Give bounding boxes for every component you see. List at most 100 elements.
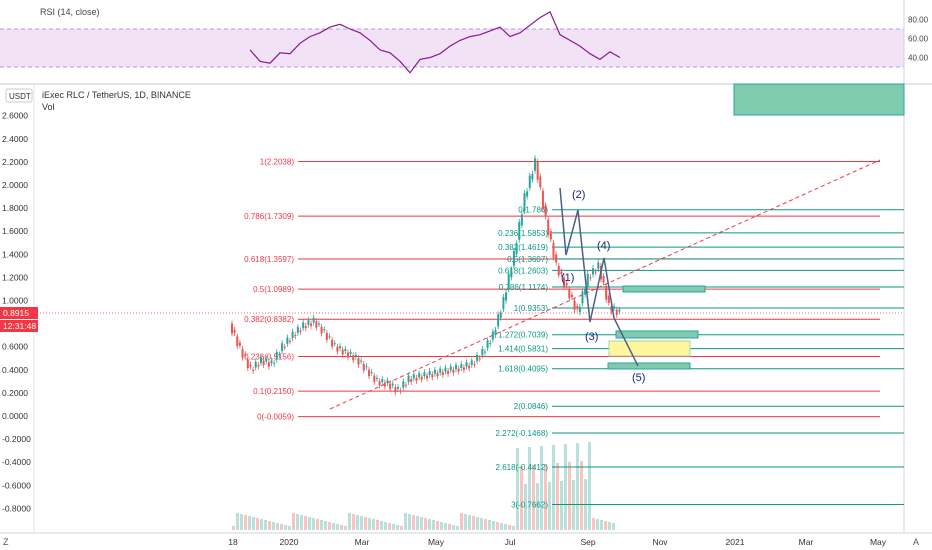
candle-body bbox=[357, 358, 360, 365]
candle-body bbox=[594, 271, 597, 273]
candle-body bbox=[494, 329, 497, 336]
candle-body bbox=[315, 321, 318, 328]
zone-box-yellow[interactable] bbox=[608, 340, 691, 357]
time-x-axis[interactable]: 18 2020 Mar May Jul Sep Nov 2021 Mar May bbox=[228, 537, 887, 547]
zone-box-3[interactable] bbox=[607, 362, 691, 370]
candle-body bbox=[420, 376, 423, 380]
dashed-trendline[interactable] bbox=[329, 159, 881, 410]
candle-body bbox=[254, 361, 257, 368]
volume-bar bbox=[244, 515, 247, 530]
rsi-y-axis: 80.00 60.00 40.00 bbox=[908, 16, 929, 63]
candle-body bbox=[283, 346, 286, 348]
currency-button[interactable] bbox=[5, 88, 33, 103]
auto-scale-button[interactable]: A bbox=[913, 537, 919, 547]
candle-body bbox=[233, 329, 236, 333]
volume-bar bbox=[420, 517, 423, 530]
candle-body bbox=[291, 331, 294, 339]
price-tick-label: 1.2000 bbox=[2, 272, 28, 282]
candle-body bbox=[236, 336, 239, 347]
volume-bar bbox=[596, 519, 599, 530]
volume-bar bbox=[324, 521, 327, 530]
volume-bar bbox=[260, 519, 263, 530]
candle-body bbox=[444, 367, 447, 372]
candle-body bbox=[597, 262, 600, 269]
time-tick-label: May bbox=[428, 537, 445, 547]
candle-body bbox=[560, 271, 563, 274]
candle-body bbox=[252, 369, 255, 371]
candle-body bbox=[310, 323, 313, 326]
volume-bar bbox=[340, 525, 343, 530]
candle-body bbox=[333, 343, 336, 345]
fib-left-label: 0.5(1.0989) bbox=[253, 285, 294, 294]
fib-right-label: 0.5(1.3607) bbox=[507, 255, 548, 264]
volume-bar bbox=[304, 516, 307, 530]
fib-retracement-left[interactable]: 1(2.2038) 0.786(1.7309) 0.618(1.3597) 0.5(1… bbox=[244, 157, 880, 422]
candle-body bbox=[449, 366, 452, 371]
rsi-series-line bbox=[249, 11, 621, 74]
time-tick-label: 18 bbox=[228, 537, 238, 547]
candle-body bbox=[457, 368, 460, 372]
candle-body bbox=[407, 375, 410, 382]
volume-bar bbox=[520, 466, 523, 530]
price-tick-label: 2.6000 bbox=[2, 111, 28, 121]
candle-body bbox=[383, 382, 386, 387]
fib-left-label: 0.382(0.8382) bbox=[244, 315, 294, 324]
fib-right-label: 2.618(-0.4412) bbox=[496, 463, 549, 472]
fib-right-label: 0(1.786) bbox=[518, 206, 548, 215]
price-tick-label: 1.6000 bbox=[2, 226, 28, 236]
time-tick-label: 2020 bbox=[280, 537, 299, 547]
fib-right-label: 0.382(1.4619) bbox=[498, 243, 548, 252]
volume-bar bbox=[480, 518, 483, 530]
candle-body bbox=[528, 175, 531, 188]
candle-body bbox=[410, 379, 413, 382]
candle-body bbox=[428, 370, 431, 375]
log-scale-button[interactable]: Z bbox=[3, 537, 9, 547]
target-box-top-right[interactable] bbox=[733, 83, 905, 116]
candle-body bbox=[312, 317, 315, 323]
price-tick-label: 1.8000 bbox=[2, 203, 28, 213]
volume-bar bbox=[464, 514, 467, 530]
candle-body bbox=[526, 191, 529, 197]
candle-body bbox=[489, 342, 492, 344]
fib-right-label: 1.414(0.5831) bbox=[498, 345, 548, 354]
fib-right-label: 1.272(0.7039) bbox=[498, 331, 548, 340]
candle-body bbox=[565, 283, 568, 286]
candle-body bbox=[394, 387, 397, 393]
volume-bar bbox=[428, 519, 431, 530]
rsi-tick-label: 60.00 bbox=[908, 35, 929, 44]
price-tick-label: -0.4000 bbox=[2, 457, 31, 467]
candle-body bbox=[323, 329, 326, 331]
price-tick-label: 0.2000 bbox=[2, 388, 28, 398]
candle-body bbox=[265, 358, 268, 362]
candle-body bbox=[304, 325, 307, 329]
wave-label-3: (3) bbox=[585, 331, 598, 343]
volume-bar bbox=[392, 524, 395, 530]
volume-bar bbox=[416, 516, 419, 530]
volume-bar bbox=[608, 522, 611, 530]
candle-body bbox=[478, 358, 481, 360]
candle-body bbox=[320, 327, 323, 334]
candle-body bbox=[281, 343, 284, 352]
candle-body bbox=[370, 372, 373, 374]
rsi-pane: RSI (14, close) 80.00 60.00 40.00 bbox=[0, 7, 929, 74]
volume-bar bbox=[328, 522, 331, 530]
rsi-band bbox=[0, 29, 904, 67]
time-tick-label: Mar bbox=[799, 537, 814, 547]
zone-box-1[interactable] bbox=[622, 285, 706, 293]
zone-box-2[interactable] bbox=[615, 330, 699, 339]
candle-body bbox=[613, 306, 616, 309]
rsi-title: RSI (14, close) bbox=[40, 7, 100, 17]
candle-body bbox=[275, 351, 278, 360]
wave-count-path[interactable] bbox=[559, 187, 639, 367]
volume-bar bbox=[248, 516, 251, 530]
candle-body bbox=[505, 292, 508, 301]
price-tick-label: 2.2000 bbox=[2, 157, 28, 167]
fib-left-label: 0.236(0.5156) bbox=[244, 352, 294, 361]
candle-body bbox=[386, 380, 389, 384]
fib-left-label: 1(2.2038) bbox=[260, 157, 295, 166]
candle-body bbox=[257, 365, 260, 367]
candle-body bbox=[473, 364, 476, 366]
candle-body bbox=[465, 362, 468, 367]
candle-body bbox=[307, 320, 310, 325]
